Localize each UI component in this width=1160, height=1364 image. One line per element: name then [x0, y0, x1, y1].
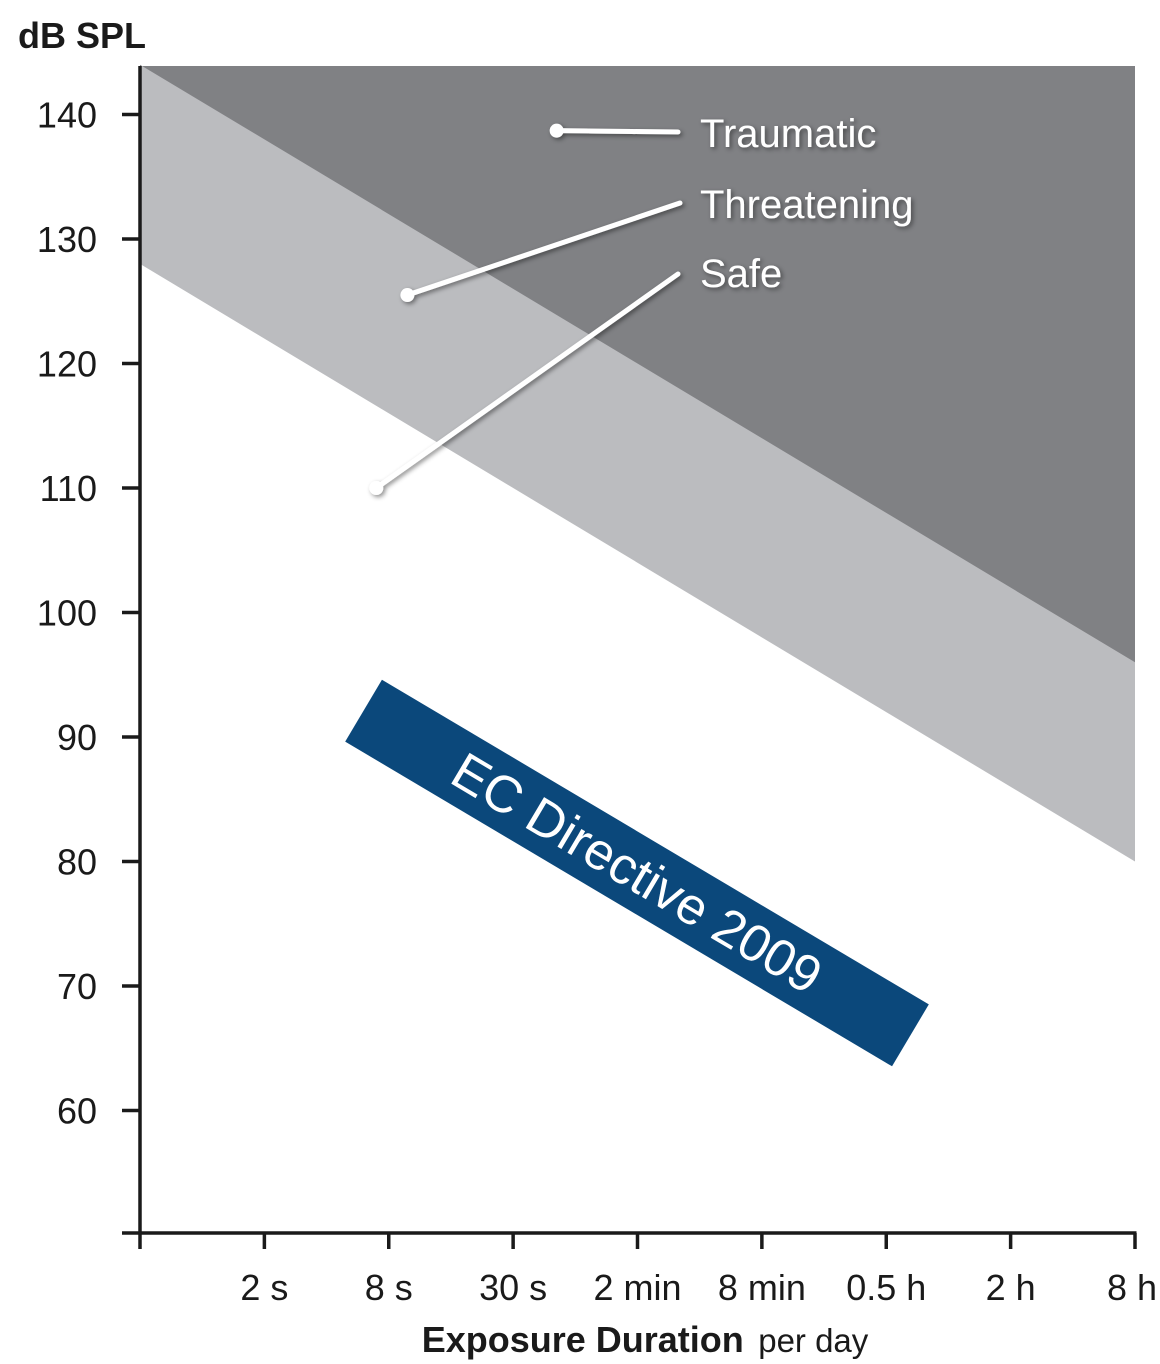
ec-directive-banner-box [345, 679, 929, 1067]
zones-layer [140, 64, 1135, 862]
ec-directive-banner-label: EC Directive 2009 [442, 742, 832, 1006]
ec-directive-banner: EC Directive 2009 [345, 679, 929, 1067]
y-tick-label-120: 120 [37, 344, 97, 385]
x-tick-label-8s: 8 s [365, 1267, 413, 1308]
x-axis-title: Exposure Duration per day [422, 1319, 869, 1360]
legend-marker-safe [369, 481, 384, 495]
y-tick-label-110: 110 [40, 468, 97, 509]
axes-layer: 60 70 80 90 100 110 120 130 140 2 s 8 s 30 s 2 min 8 … [37, 66, 1157, 1308]
legend-leader-threatening [404, 200, 683, 298]
x-tick-label-30s: 30 s [479, 1267, 547, 1308]
y-tick-label-100: 100 [37, 593, 97, 634]
legend-item-safe: Safe [369, 252, 782, 495]
x-axis-title-suffix: per day [758, 1322, 869, 1359]
traumatic-zone [140, 64, 1135, 663]
y-tick-label-60: 60 [57, 1091, 97, 1132]
y-tick-label-130: 130 [37, 219, 97, 260]
legend-label-safe: Safe [700, 252, 782, 296]
legend-item-threatening: Threatening [400, 183, 913, 303]
legend-marker-traumatic [549, 123, 564, 138]
x-tick-label-2s: 2 s [240, 1267, 288, 1308]
legend-label-traumatic: Traumatic [700, 112, 876, 156]
legend-label-threatening: Threatening [700, 183, 913, 227]
y-tick-label-90: 90 [57, 717, 97, 758]
x-tick-label-8min: 8 min [718, 1267, 806, 1308]
y-tick-label-80: 80 [57, 842, 97, 883]
legend-leader-traumatic [554, 128, 681, 135]
legend-leader-safe [373, 271, 681, 491]
ec-directive-banner-group: EC Directive 2009 [345, 679, 929, 1067]
legend-layer: Traumatic Threatening Safe [369, 112, 913, 495]
x-tick-label-2min: 2 min [593, 1267, 681, 1308]
y-tick-label-140: 140 [37, 95, 97, 136]
x-tick-label-2h: 2 h [986, 1267, 1036, 1308]
x-tick-label-0_5h: 0.5 h [846, 1267, 926, 1308]
y-tick-label-70: 70 [57, 966, 97, 1007]
x-axis-title-main: Exposure Duration [422, 1319, 744, 1360]
y-axis-title: dB SPL [18, 15, 146, 56]
legend-item-traumatic: Traumatic [549, 112, 876, 156]
x-tick-label-8h: 8 h [1107, 1267, 1157, 1308]
legend-marker-threatening [400, 288, 415, 303]
